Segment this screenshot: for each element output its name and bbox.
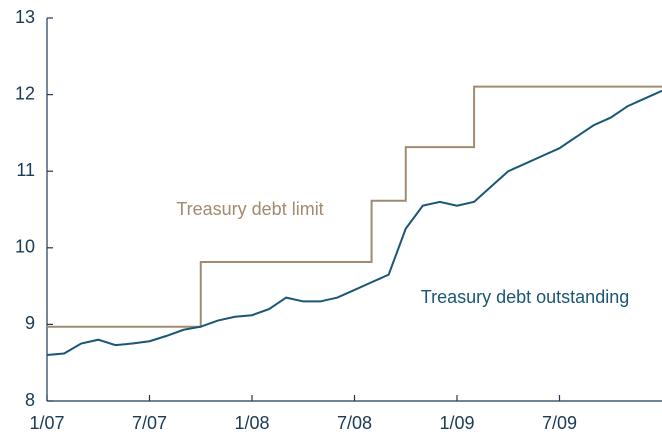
x-tick-label: 1/09 (439, 413, 474, 433)
x-tick-label: 1/08 (234, 413, 269, 433)
y-tick-label: 13 (15, 7, 35, 27)
x-tick-label: 7/08 (337, 413, 372, 433)
x-tick-label: 7/09 (542, 413, 577, 433)
y-tick-label: 12 (15, 83, 35, 103)
y-tick-label: 11 (16, 160, 35, 180)
x-tick-label: 7/07 (132, 413, 167, 433)
x-tick-label: 1/07 (29, 413, 64, 433)
y-tick-label: 8 (25, 390, 35, 410)
annotation: Treasury debt outstanding (421, 287, 629, 307)
line (46, 89, 662, 357)
annotation: Treasury debt limit (176, 199, 323, 219)
line (47, 85, 662, 328)
y-tick-label: 10 (15, 237, 35, 257)
y-tick-label: 9 (25, 313, 35, 333)
